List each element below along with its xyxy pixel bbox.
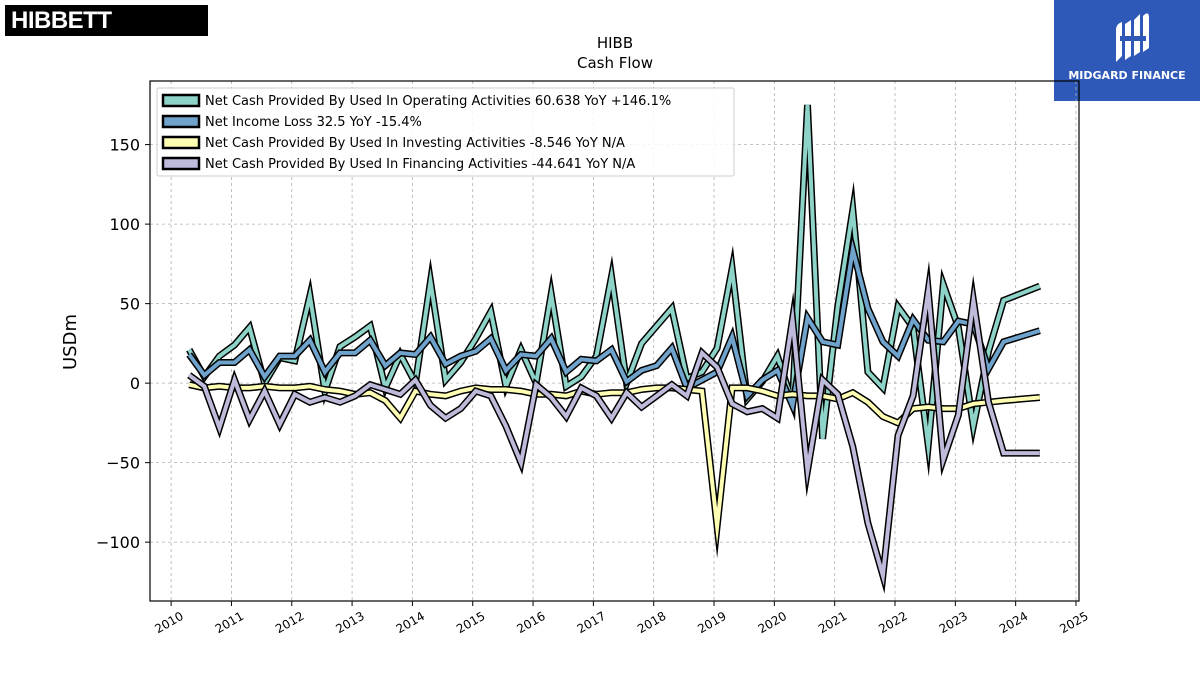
- x-tick-label: 2024: [997, 609, 1030, 636]
- legend-label-investing: Net Cash Provided By Used In Investing A…: [205, 136, 625, 151]
- legend-label-net_income: Net Income Loss 32.5 YoY -15.4%: [205, 115, 422, 130]
- x-tick-label: 2022: [876, 609, 909, 636]
- hibbett-sports-logo: HIBBETT SPORTS®: [5, 5, 208, 69]
- legend-swatch-operating: [161, 93, 201, 108]
- series-line-net_income: [187, 239, 1041, 413]
- registered-mark: ®: [106, 46, 114, 57]
- x-tick-label: 2020: [756, 609, 789, 636]
- series-layer: [186, 104, 1042, 594]
- legend-box: [156, 87, 735, 177]
- x-tick-label: 2018: [635, 609, 668, 636]
- x-tick-label: 2013: [333, 609, 366, 636]
- y-tick-label: 50: [120, 295, 140, 314]
- x-tick-label: 2011: [213, 609, 246, 636]
- x-tick-label: 2025: [1057, 609, 1090, 636]
- legend-swatch-investing: [161, 135, 201, 150]
- y-tick-label: 150: [109, 136, 140, 155]
- legend-label-operating: Net Cash Provided By Used In Operating A…: [205, 94, 671, 109]
- midgard-monogram-icon: [1116, 13, 1149, 62]
- logo-left-text: HIBBETT SPORTS: [11, 7, 112, 69]
- midgard-finance-logo: MIDGARD FINANCE: [1054, 0, 1200, 101]
- x-tick-label: 2010: [152, 609, 185, 636]
- y-tick-label: 0: [130, 374, 140, 393]
- legend-label-financing: Net Cash Provided By Used In Financing A…: [205, 157, 635, 172]
- x-tick-label: 2012: [273, 609, 306, 636]
- y-axis-label: USDm: [60, 314, 81, 370]
- y-tick-label: −50: [106, 454, 140, 473]
- legend-swatch-net_income: [161, 114, 201, 129]
- y-tick-label: 100: [109, 215, 140, 234]
- y-tick-label: −100: [96, 533, 140, 552]
- series-line-financing: [188, 273, 1040, 586]
- plot-frame: [149, 80, 1080, 602]
- series-line-operating: [187, 104, 1041, 464]
- logo-right-text: MIDGARD FINANCE: [1068, 69, 1186, 82]
- x-tick-label: 2023: [937, 609, 970, 636]
- x-tick-label: 2015: [454, 609, 487, 636]
- x-tick-label: 2016: [514, 609, 547, 636]
- chart-subtitle: Cash Flow: [577, 54, 653, 72]
- chart-title: HIBB: [597, 34, 633, 52]
- x-tick-label: 2017: [575, 609, 608, 636]
- x-tick-label: 2014: [394, 609, 427, 636]
- series-line-investing: [188, 382, 1040, 545]
- legend: Net Cash Provided By Used In Operating A…: [156, 87, 735, 177]
- x-tick-label: 2021: [816, 609, 849, 636]
- x-tick-label: 2019: [695, 609, 728, 636]
- legend-swatch-financing: [161, 156, 201, 171]
